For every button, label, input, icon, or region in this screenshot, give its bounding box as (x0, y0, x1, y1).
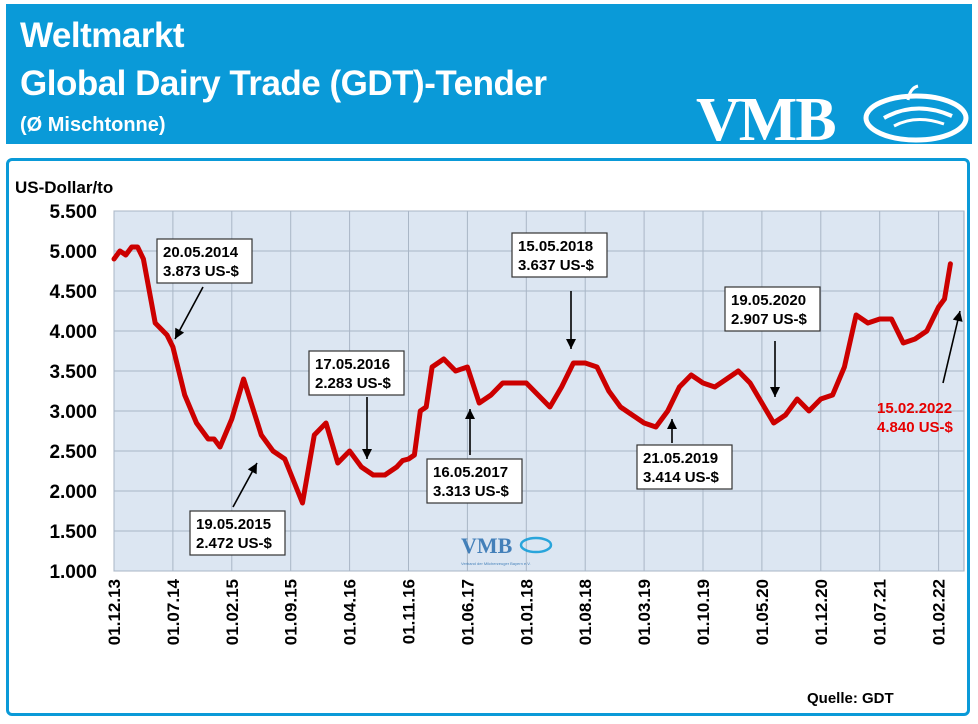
title-line-2: Global Dairy Trade (GDT)-Tender (20, 64, 547, 103)
y-tick-labels: 1.000 1.500 2.000 2.500 3.000 3.500 4.000 4.500… (49, 202, 97, 583)
y-tick-label: 2.000 (49, 482, 97, 503)
annotation: 16.05.2017 3.313 US-$ (426, 409, 523, 504)
y-tick-label: 2.500 (49, 442, 97, 463)
annotation-box (189, 510, 286, 556)
annotation: 20.05.2014 3.873 US-$ (156, 238, 253, 340)
annotation-date: 21.05.2019 (643, 450, 718, 467)
x-tick-label: 01.12.20 (812, 579, 831, 645)
x-tick-label: 01.12.13 (105, 579, 124, 645)
y-tick-label: 4.500 (49, 282, 97, 303)
annotation-arrowhead (465, 409, 475, 419)
y-tick-label: 5.500 (49, 202, 97, 223)
x-tick-label: 01.09.15 (282, 579, 301, 645)
annotation-date: 15.05.2018 (518, 238, 593, 255)
watermark-logo: VMB Verband der Milcherzeuger Bayern e.V… (461, 533, 553, 566)
annotation-date: 20.05.2014 (163, 244, 239, 261)
watermark-text: VMB (461, 533, 513, 558)
logo-text: VMB (696, 86, 835, 148)
annotation-arrowhead (566, 339, 576, 349)
annotation-arrowhead (362, 449, 372, 459)
annotation-value: 4.840 US-$ (877, 419, 954, 436)
annotation-value: 2.472 US-$ (196, 535, 273, 552)
annotation-date: 15.02.2022 (877, 400, 952, 417)
annotation-arrow (942, 310, 961, 384)
y-tick-label: 1.000 (49, 562, 97, 583)
annotation-box (724, 286, 821, 332)
annotation-value: 2.907 US-$ (731, 311, 808, 328)
logo-emblem-icon (863, 84, 969, 143)
annotation: 19.05.2015 2.472 US-$ (189, 462, 286, 556)
line-chart: US-Dollar/to 1.000 1.500 2.000 2.500 3.000 3.… (15, 178, 965, 707)
subtitle: (Ø Mischtonne) (20, 114, 166, 136)
x-tick-label: 01.05.20 (753, 579, 772, 645)
series-line (111, 244, 953, 506)
annotation: 15.05.2018 3.637 US-$ (511, 232, 608, 349)
x-tick-label: 01.10.19 (694, 579, 713, 645)
x-tick-label: 01.03.19 (635, 579, 654, 645)
gridlines (113, 210, 964, 572)
y-axis-label: US-Dollar/to (15, 178, 113, 197)
annotation-arrowhead (770, 387, 780, 397)
annotation-value: 3.873 US-$ (163, 263, 240, 280)
source-note: Quelle: GDT (807, 690, 894, 707)
x-tick-label: 01.04.16 (341, 579, 360, 645)
annotation-value: 3.637 US-$ (518, 257, 595, 274)
annotation-arrowhead (175, 327, 185, 339)
x-tick-label: 01.07.21 (871, 579, 890, 645)
y-tick-label: 1.500 (49, 522, 97, 543)
x-tick-label: 01.02.15 (223, 579, 242, 645)
annotation-value: 3.414 US-$ (643, 469, 720, 486)
annotation-box (308, 350, 405, 396)
annotation-date: 16.05.2017 (433, 464, 508, 481)
x-tick-label: 01.07.14 (164, 578, 183, 645)
annotation: 21.05.2019 3.414 US-$ (636, 419, 733, 490)
annotation-arrowhead (952, 311, 963, 322)
x-tick-label: 01.06.17 (458, 579, 477, 645)
annotation-box (156, 238, 253, 284)
watermark-emblem-icon (519, 536, 553, 554)
annotation-date: 17.05.2016 (315, 356, 390, 373)
x-tick-label: 01.11.16 (400, 579, 419, 644)
annotation-date: 19.05.2020 (731, 292, 806, 309)
y-tick-label: 5.000 (49, 242, 97, 263)
annotation: 15.02.2022 4.840 US-$ (877, 310, 963, 436)
annotations: 20.05.2014 3.873 US-$ 19.05.2015 2.472 US-$… (156, 232, 963, 556)
annotation: 17.05.2016 2.283 US-$ (308, 350, 405, 459)
chart-panel: US-Dollar/to 1.000 1.500 2.000 2.500 3.000 3.… (6, 158, 970, 716)
annotation-value: 2.283 US-$ (315, 375, 392, 392)
annotation-date: 19.05.2015 (196, 516, 271, 533)
y-tick-label: 4.000 (49, 322, 97, 343)
x-tick-label: 01.01.18 (517, 579, 536, 645)
x-tick-label: 01.02.22 (930, 579, 949, 645)
annotation-box (636, 444, 733, 490)
header-banner: Weltmarkt Global Dairy Trade (GDT)-Tende… (6, 4, 972, 148)
y-tick-label: 3.000 (49, 402, 97, 423)
annotation: 19.05.2020 2.907 US-$ (724, 286, 821, 397)
annotation-box (426, 458, 523, 504)
annotation-value: 3.313 US-$ (433, 483, 510, 500)
vmb-logo: VMB (696, 84, 969, 148)
x-tick-labels: 01.12.13 01.07.14 01.02.15 01.09.15 01.04.16… (105, 578, 949, 645)
annotation-arrowhead (247, 463, 257, 475)
x-tick-label: 01.08.18 (576, 579, 595, 645)
title-line-1: Weltmarkt (20, 16, 185, 55)
annotation-box (511, 232, 608, 278)
y-tick-label: 3.500 (49, 362, 97, 383)
watermark-subtext: Verband der Milcherzeuger Bayern e.V. (461, 561, 531, 566)
annotation-arrowhead (667, 419, 677, 429)
series-group (111, 244, 953, 506)
